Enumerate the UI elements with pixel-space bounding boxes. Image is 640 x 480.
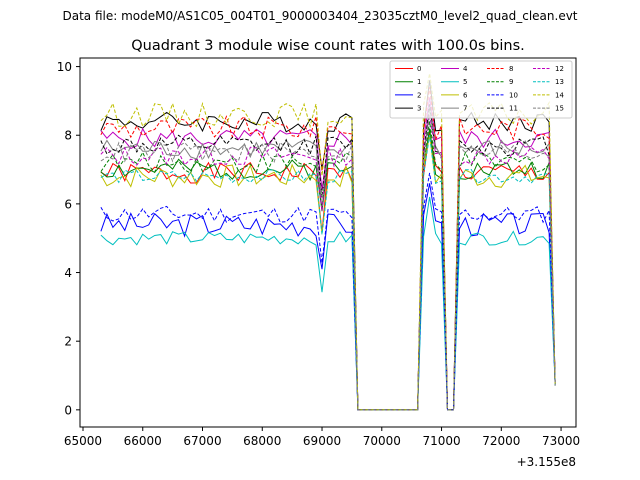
legend-label-3: 3 — [417, 105, 421, 113]
legend-label-0: 0 — [417, 65, 421, 73]
y-tick-label: 8 — [64, 129, 72, 143]
legend-label-8: 8 — [509, 65, 513, 73]
legend-label-12: 12 — [555, 65, 564, 73]
series-line-9 — [100, 121, 556, 411]
legend-label-9: 9 — [509, 78, 513, 86]
axes-frame — [79, 57, 577, 428]
legend-label-5: 5 — [463, 78, 467, 86]
series-line-8 — [100, 87, 556, 411]
legend-label-15: 15 — [555, 105, 564, 113]
y-tick-label: 10 — [57, 60, 72, 74]
series-line-11 — [100, 104, 556, 411]
legend-label-11: 11 — [509, 105, 518, 113]
series-line-0 — [100, 131, 556, 411]
legend-label-1: 1 — [417, 78, 421, 86]
x-tick-label: 68000 — [243, 434, 281, 448]
legend-label-6: 6 — [463, 91, 468, 99]
y-tick-label: 4 — [64, 266, 72, 280]
legend-label-10: 10 — [509, 91, 518, 99]
series-line-2 — [100, 183, 556, 411]
y-axis: 0 2 4 6 8 10 — [57, 60, 80, 417]
series-line-4 — [100, 97, 556, 411]
legend-box — [389, 60, 573, 119]
legend-label-4: 4 — [463, 65, 468, 73]
x-tick-label: 65000 — [64, 434, 102, 448]
x-tick-label: 66000 — [124, 434, 162, 448]
series-line-5 — [100, 196, 556, 411]
x-tick-label: 67000 — [183, 434, 221, 448]
x-tick-label: 73000 — [542, 434, 580, 448]
x-axis: 65000 66000 67000 68000 69000 70000 71000 72000… — [64, 427, 580, 448]
legend-label-7: 7 — [463, 105, 467, 113]
chart-title: Quadrant 3 module wise count rates with … — [131, 38, 525, 54]
series-line-12 — [100, 114, 556, 411]
legend-label-13: 13 — [555, 78, 564, 86]
series-line-10 — [100, 172, 556, 411]
series-line-13 — [100, 135, 556, 411]
series-line-3 — [100, 80, 556, 411]
figure-suptitle: Data file: modeM0/AS1C05_004T01_90000034… — [62, 9, 577, 23]
plot-area — [100, 73, 556, 411]
x-tick-label: 70000 — [363, 434, 401, 448]
y-tick-label: 6 — [64, 197, 72, 211]
x-tick-label: 71000 — [422, 434, 460, 448]
legend-label-14: 14 — [555, 91, 564, 99]
legend-label-2: 2 — [417, 91, 421, 99]
x-tick-label: 72000 — [482, 434, 520, 448]
series-line-15 — [100, 111, 556, 411]
x-tick-label: 69000 — [303, 434, 341, 448]
y-tick-label: 2 — [64, 335, 72, 349]
y-tick-label: 0 — [64, 403, 72, 417]
x-offset-label: +3.155e8 — [517, 455, 576, 469]
series-line-6 — [100, 135, 556, 411]
